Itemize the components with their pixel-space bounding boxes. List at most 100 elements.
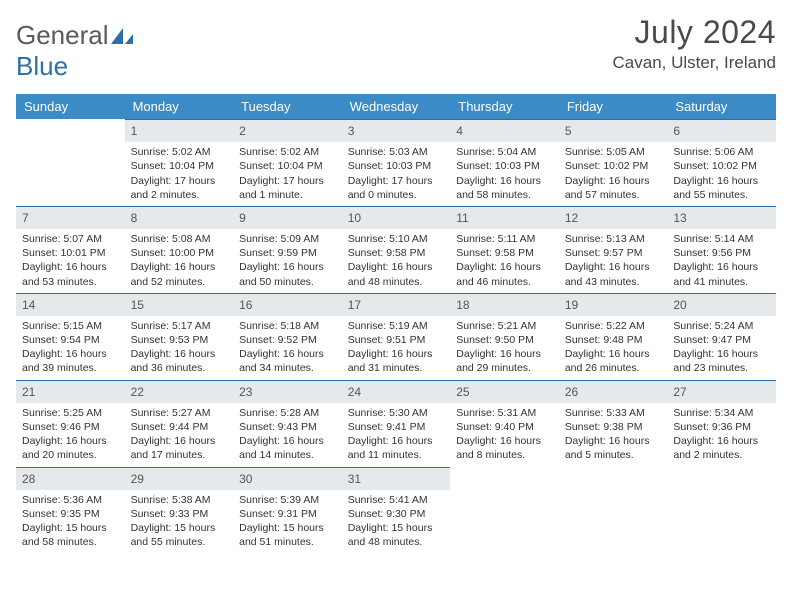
sunrise-text: Sunrise: 5:27 AM: [131, 406, 228, 420]
sunset-text: Sunset: 9:56 PM: [673, 246, 770, 260]
day-content: Sunrise: 5:27 AMSunset: 9:44 PMDaylight:…: [125, 403, 234, 467]
day-content: Sunrise: 5:34 AMSunset: 9:36 PMDaylight:…: [667, 403, 776, 467]
daylight-text: and 8 minutes.: [456, 448, 553, 462]
sunrise-text: Sunrise: 5:09 AM: [239, 232, 336, 246]
calendar-week: 7Sunrise: 5:07 AMSunset: 10:01 PMDayligh…: [16, 206, 776, 293]
calendar-cell: 29Sunrise: 5:38 AMSunset: 9:33 PMDayligh…: [125, 467, 234, 554]
sunrise-text: Sunrise: 5:28 AM: [239, 406, 336, 420]
daylight-text: Daylight: 16 hours: [565, 347, 662, 361]
sunset-text: Sunset: 9:35 PM: [22, 507, 119, 521]
day-number: 10: [342, 206, 451, 229]
daylight-text: and 57 minutes.: [565, 188, 662, 202]
sunset-text: Sunset: 10:02 PM: [673, 159, 770, 173]
weekday-header: Friday: [559, 94, 668, 119]
day-number: 12: [559, 206, 668, 229]
calendar-cell: 1Sunrise: 5:02 AMSunset: 10:04 PMDayligh…: [125, 119, 234, 206]
day-number: 28: [16, 467, 125, 490]
day-content: Sunrise: 5:21 AMSunset: 9:50 PMDaylight:…: [450, 316, 559, 380]
calendar-cell: 30Sunrise: 5:39 AMSunset: 9:31 PMDayligh…: [233, 467, 342, 554]
daylight-text: Daylight: 16 hours: [565, 434, 662, 448]
daylight-text: and 26 minutes.: [565, 361, 662, 375]
calendar-cell: 22Sunrise: 5:27 AMSunset: 9:44 PMDayligh…: [125, 380, 234, 467]
calendar-page: General July 2024 Cavan, Ulster, Ireland…: [0, 0, 792, 561]
sunrise-text: Sunrise: 5:38 AM: [131, 493, 228, 507]
day-number: 13: [667, 206, 776, 229]
calendar-cell: 14Sunrise: 5:15 AMSunset: 9:54 PMDayligh…: [16, 293, 125, 380]
calendar-head: SundayMondayTuesdayWednesdayThursdayFrid…: [16, 94, 776, 119]
sunset-text: Sunset: 9:41 PM: [348, 420, 445, 434]
calendar-cell: 28Sunrise: 5:36 AMSunset: 9:35 PMDayligh…: [16, 467, 125, 554]
calendar-cell: 17Sunrise: 5:19 AMSunset: 9:51 PMDayligh…: [342, 293, 451, 380]
daylight-text: Daylight: 17 hours: [348, 174, 445, 188]
sunrise-text: Sunrise: 5:19 AM: [348, 319, 445, 333]
day-content: Sunrise: 5:04 AMSunset: 10:03 PMDaylight…: [450, 142, 559, 206]
day-number: 9: [233, 206, 342, 229]
day-number: 17: [342, 293, 451, 316]
sunset-text: Sunset: 9:33 PM: [131, 507, 228, 521]
day-number: 26: [559, 380, 668, 403]
sunset-text: Sunset: 9:51 PM: [348, 333, 445, 347]
daylight-text: and 48 minutes.: [348, 275, 445, 289]
sunset-text: Sunset: 9:38 PM: [565, 420, 662, 434]
daylight-text: and 50 minutes.: [239, 275, 336, 289]
brand-sail-icon: [109, 26, 135, 46]
weekday-header: Sunday: [16, 94, 125, 119]
day-number: 29: [125, 467, 234, 490]
daylight-text: and 58 minutes.: [22, 535, 119, 549]
brand-text-2: Blue: [16, 51, 68, 82]
day-number: 3: [342, 119, 451, 142]
sunrise-text: Sunrise: 5:15 AM: [22, 319, 119, 333]
sunrise-text: Sunrise: 5:05 AM: [565, 145, 662, 159]
daylight-text: Daylight: 16 hours: [348, 260, 445, 274]
sunrise-text: Sunrise: 5:21 AM: [456, 319, 553, 333]
day-content: Sunrise: 5:28 AMSunset: 9:43 PMDaylight:…: [233, 403, 342, 467]
daylight-text: Daylight: 16 hours: [456, 260, 553, 274]
day-number: 14: [16, 293, 125, 316]
daylight-text: Daylight: 16 hours: [348, 434, 445, 448]
calendar-week: 1Sunrise: 5:02 AMSunset: 10:04 PMDayligh…: [16, 119, 776, 206]
day-content: Sunrise: 5:14 AMSunset: 9:56 PMDaylight:…: [667, 229, 776, 293]
sunrise-text: Sunrise: 5:17 AM: [131, 319, 228, 333]
day-content: Sunrise: 5:41 AMSunset: 9:30 PMDaylight:…: [342, 490, 451, 554]
calendar-cell: 16Sunrise: 5:18 AMSunset: 9:52 PMDayligh…: [233, 293, 342, 380]
brand-logo: General: [16, 14, 137, 51]
daylight-text: and 5 minutes.: [565, 448, 662, 462]
daylight-text: and 2 minutes.: [131, 188, 228, 202]
sunrise-text: Sunrise: 5:02 AM: [131, 145, 228, 159]
day-number: 20: [667, 293, 776, 316]
sunrise-text: Sunrise: 5:02 AM: [239, 145, 336, 159]
daylight-text: Daylight: 15 hours: [239, 521, 336, 535]
location-text: Cavan, Ulster, Ireland: [613, 53, 776, 73]
daylight-text: Daylight: 16 hours: [565, 174, 662, 188]
daylight-text: and 0 minutes.: [348, 188, 445, 202]
daylight-text: and 29 minutes.: [456, 361, 553, 375]
sunrise-text: Sunrise: 5:31 AM: [456, 406, 553, 420]
day-content: Sunrise: 5:11 AMSunset: 9:58 PMDaylight:…: [450, 229, 559, 293]
sunrise-text: Sunrise: 5:24 AM: [673, 319, 770, 333]
calendar-cell: [450, 467, 559, 554]
day-number: 16: [233, 293, 342, 316]
weekday-header: Tuesday: [233, 94, 342, 119]
sunset-text: Sunset: 9:52 PM: [239, 333, 336, 347]
weekday-header: Saturday: [667, 94, 776, 119]
calendar-cell: 26Sunrise: 5:33 AMSunset: 9:38 PMDayligh…: [559, 380, 668, 467]
day-number: 4: [450, 119, 559, 142]
sunset-text: Sunset: 9:30 PM: [348, 507, 445, 521]
sunrise-text: Sunrise: 5:07 AM: [22, 232, 119, 246]
day-content: Sunrise: 5:15 AMSunset: 9:54 PMDaylight:…: [16, 316, 125, 380]
calendar-cell: 27Sunrise: 5:34 AMSunset: 9:36 PMDayligh…: [667, 380, 776, 467]
day-number: 21: [16, 380, 125, 403]
sunset-text: Sunset: 9:46 PM: [22, 420, 119, 434]
sunrise-text: Sunrise: 5:06 AM: [673, 145, 770, 159]
daylight-text: and 48 minutes.: [348, 535, 445, 549]
sunset-text: Sunset: 9:36 PM: [673, 420, 770, 434]
day-content: Sunrise: 5:36 AMSunset: 9:35 PMDaylight:…: [16, 490, 125, 554]
sunrise-text: Sunrise: 5:03 AM: [348, 145, 445, 159]
daylight-text: Daylight: 17 hours: [239, 174, 336, 188]
day-number: 19: [559, 293, 668, 316]
brand-text-1: General: [16, 20, 109, 51]
sunset-text: Sunset: 9:48 PM: [565, 333, 662, 347]
daylight-text: Daylight: 16 hours: [565, 260, 662, 274]
day-content: Sunrise: 5:02 AMSunset: 10:04 PMDaylight…: [125, 142, 234, 206]
day-content: Sunrise: 5:38 AMSunset: 9:33 PMDaylight:…: [125, 490, 234, 554]
